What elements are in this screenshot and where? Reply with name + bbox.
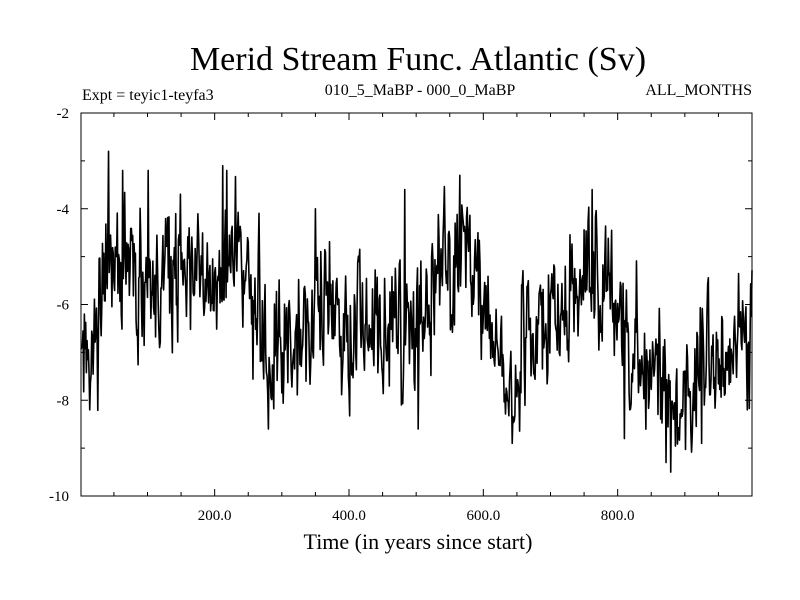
y-tick-label: -8 [57, 393, 70, 409]
y-tick-label: -6 [57, 298, 70, 314]
subtitle-months: ALL_MONTHS [645, 82, 752, 99]
y-tick-label: -4 [57, 202, 70, 218]
axis-layer: 200.0 400.0 600.0 800.0 -2 -4 -6 -8 -10 [49, 106, 752, 524]
x-axis-label: Time (in years since start) [304, 529, 533, 554]
x-tick-label: 600.0 [466, 508, 500, 524]
x-tick-label: 400.0 [332, 508, 366, 524]
subtitle-period: 010_5_MaBP - 000_0_MaBP [325, 82, 516, 99]
chart-title: Merid Stream Func. Atlantic (Sv) [190, 41, 646, 78]
series-line [80, 150, 753, 473]
series-layer [80, 150, 753, 473]
x-tick-label: 800.0 [601, 508, 635, 524]
subtitle-experiment: Expt = teyic1-teyfa3 [82, 87, 214, 104]
y-tick-label: -10 [49, 489, 69, 505]
x-tick-label: 200.0 [198, 508, 232, 524]
y-tick-label: -2 [57, 106, 70, 122]
